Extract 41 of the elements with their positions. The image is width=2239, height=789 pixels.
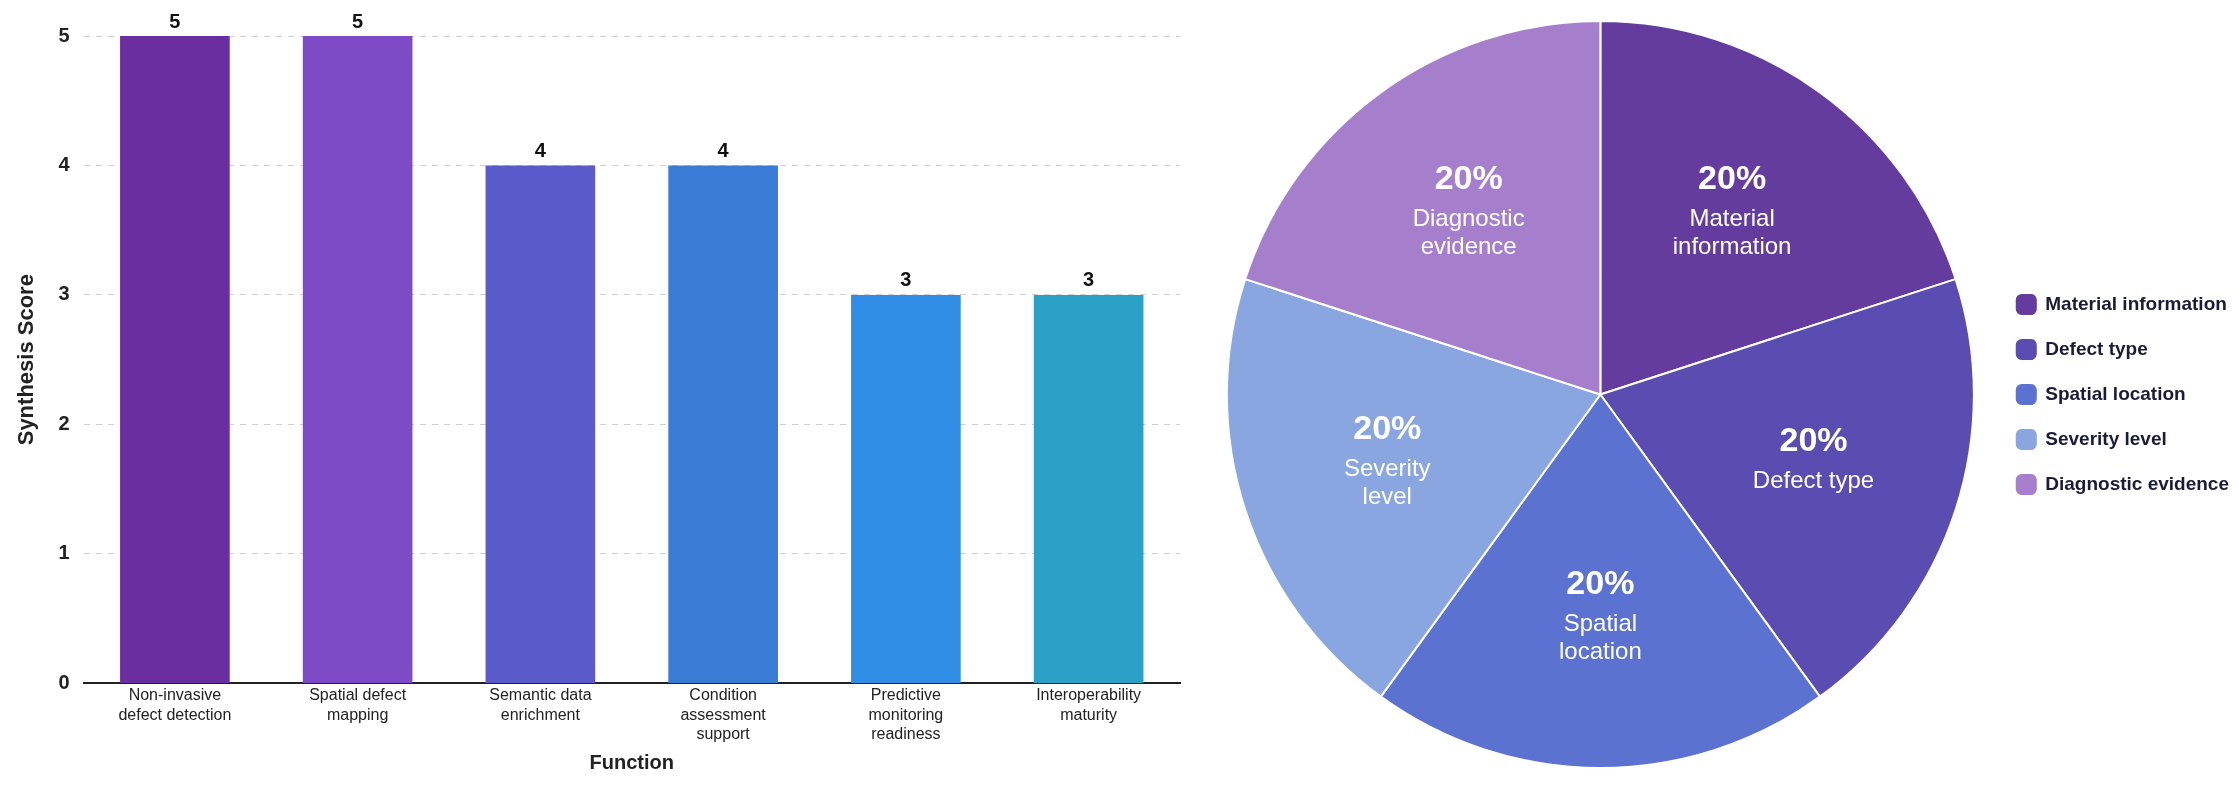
x-tick-label: Spatial defect mapping: [309, 686, 407, 723]
slice-label: Diagnostic evidence: [1412, 203, 1525, 259]
data-label: 4: [534, 139, 547, 161]
bar: [851, 294, 961, 683]
bar: [302, 36, 413, 683]
bar: [485, 165, 596, 683]
data-label: 3: [1083, 268, 1095, 291]
x-tick-label: Non-invasive defect detection: [118, 686, 232, 723]
x-tick-label: Predictive monitoring readiness: [868, 686, 944, 742]
x-axis-title: Function: [589, 750, 674, 773]
data-label: 20%: [1779, 420, 1848, 459]
bar: [668, 165, 778, 683]
slice-label: Spatial location: [1559, 609, 1642, 665]
data-label: 5: [169, 9, 181, 32]
data-label: 20%: [1698, 157, 1767, 196]
data-label: 4: [717, 139, 730, 161]
bar: [1033, 294, 1144, 683]
slice-label: Material information: [1672, 203, 1792, 259]
data-label: 20%: [1353, 408, 1422, 447]
y-tick-label: 2: [58, 411, 70, 434]
legend-label: Diagnostic evidence: [2045, 472, 2230, 494]
y-tick-label: 5: [58, 23, 70, 46]
y-tick-label: 3: [58, 282, 70, 305]
legend-label: Severity level: [2045, 427, 2167, 449]
slice-label: Defect type: [1752, 466, 1875, 494]
legend-label: Spatial location: [2045, 382, 2186, 404]
y-tick-label: 1: [58, 541, 70, 564]
slice-label: Severity level: [1343, 454, 1431, 510]
y-tick-label: 0: [58, 670, 70, 693]
y-axis-title: Synthesis Score: [13, 274, 39, 446]
legend-label: Material information: [2045, 292, 2227, 314]
data-label: 20%: [1434, 157, 1503, 196]
x-tick-label: Semantic data enrichment: [489, 686, 592, 723]
x-tick-label: Condition assessment support: [680, 686, 767, 742]
y-tick-label: 4: [58, 153, 71, 175]
x-tick-label: Interoperability maturity: [1036, 686, 1142, 723]
bar: [120, 36, 230, 683]
data-label: 5: [352, 9, 364, 32]
data-label: 20%: [1566, 562, 1635, 601]
legend-label: Defect type: [2045, 337, 2148, 359]
data-label: 3: [900, 268, 912, 291]
